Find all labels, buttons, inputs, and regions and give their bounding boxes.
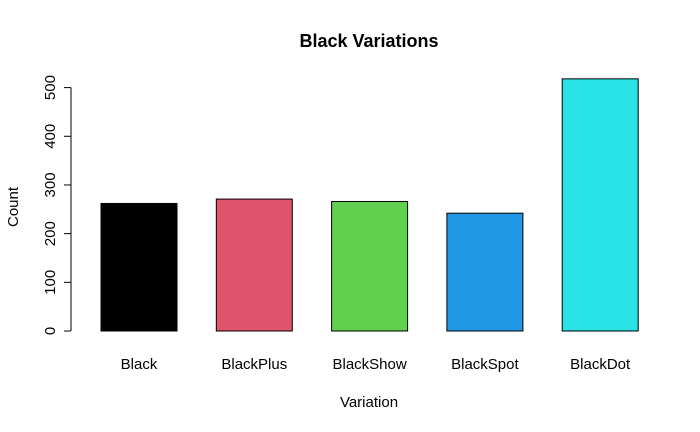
x-axis-label: Variation	[340, 394, 398, 411]
category-label-blackspot: BlackSpot	[451, 356, 519, 373]
category-label-blackshow: BlackShow	[332, 356, 406, 373]
category-labels: Black BlackPlus BlackShow BlackSpot BlackDot	[121, 356, 631, 373]
bars	[100, 78, 639, 332]
bar-blackshow	[331, 201, 409, 332]
y-tick-label: 0	[42, 327, 59, 335]
category-label-blackplus: BlackPlus	[221, 356, 287, 373]
chart-title: Black Variations	[299, 31, 438, 51]
bar-blackspot	[446, 212, 524, 332]
y-axis: 0 100 200 300 400 500	[42, 75, 72, 335]
y-tick-label: 200	[42, 221, 59, 246]
category-label-black: Black	[121, 356, 158, 373]
bar-black	[100, 202, 178, 332]
bar-blackdot	[561, 78, 639, 332]
y-axis-label: Count	[5, 186, 22, 227]
y-tick-label: 300	[42, 172, 59, 197]
category-label-blackdot: BlackDot	[570, 356, 631, 373]
y-tick-label: 100	[42, 270, 59, 295]
y-tick-label: 400	[42, 124, 59, 149]
bar-blackplus	[215, 198, 293, 332]
y-tick-label: 500	[42, 75, 59, 100]
